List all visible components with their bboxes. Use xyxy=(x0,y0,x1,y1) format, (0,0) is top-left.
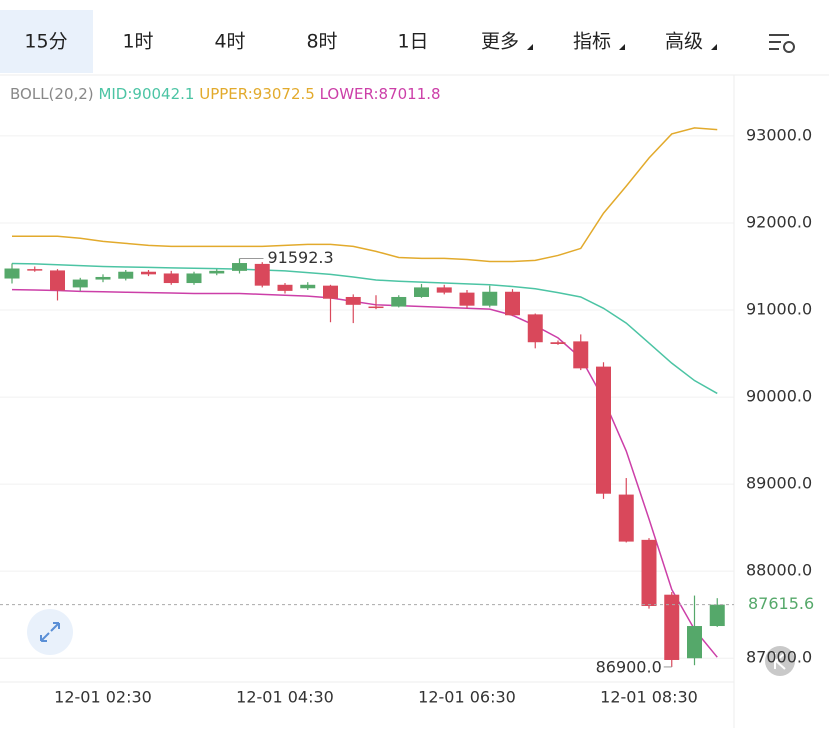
x-tick-label: 12-01 04:30 xyxy=(236,688,334,707)
indicator-name: BOLL(20,2) xyxy=(10,85,94,103)
legend-entry: LOWER:87011.8 xyxy=(320,85,441,103)
candle-body xyxy=(163,273,179,284)
tab[interactable]: 高级 xyxy=(665,31,703,53)
tab[interactable]: 4时 xyxy=(214,31,245,53)
candle-body xyxy=(641,539,657,607)
y-tick-label: 89000.0 xyxy=(746,474,812,493)
x-tick-label: 12-01 08:30 xyxy=(600,688,698,707)
tab[interactable]: 1时 xyxy=(122,31,153,53)
dropdown-caret xyxy=(711,44,717,50)
y-tick-label: 93000.0 xyxy=(746,125,812,144)
y-tick-label: 92000.0 xyxy=(746,212,812,231)
x-tick-label: 12-01 02:30 xyxy=(54,688,152,707)
tab[interactable]: 更多 xyxy=(481,31,519,53)
settings-icon[interactable] xyxy=(769,34,795,53)
candle-body xyxy=(596,366,611,494)
dropdown-caret xyxy=(527,44,533,50)
candle-body xyxy=(27,269,43,271)
y-tick-label: 87000.0 xyxy=(746,648,812,667)
dropdown-caret xyxy=(619,44,625,50)
candle-body xyxy=(141,271,156,275)
legend-entry: UPPER:93072.5 xyxy=(199,85,315,103)
candle-body xyxy=(95,276,111,280)
tab[interactable]: 1日 xyxy=(397,31,428,53)
current-price-label: 87615.6 xyxy=(748,594,814,613)
candle-body xyxy=(368,306,384,309)
candle-body xyxy=(300,284,316,289)
candle-body xyxy=(414,287,429,297)
candle-body xyxy=(277,284,293,291)
low-label: 86900.0 xyxy=(596,657,662,676)
indicator-legend: BOLL(20,2) MID:90042.1 UPPER:93072.5 LOW… xyxy=(10,85,441,103)
candle-body xyxy=(345,296,361,305)
candle-body xyxy=(209,270,225,274)
candle-body xyxy=(4,268,20,279)
y-tick-label: 90000.0 xyxy=(746,387,812,406)
candle-body xyxy=(72,279,88,288)
candle-body xyxy=(254,263,270,286)
candle-body xyxy=(459,292,475,306)
tab-selected-bg xyxy=(0,10,93,73)
candle-body xyxy=(550,342,566,344)
legend-entry: MID:90042.1 xyxy=(98,85,194,103)
x-tick-label: 12-01 06:30 xyxy=(418,688,516,707)
y-tick-label: 88000.0 xyxy=(746,561,812,580)
candle-body xyxy=(118,271,134,279)
tab[interactable]: 指标 xyxy=(573,31,611,53)
boll-line xyxy=(11,262,718,395)
expand-button[interactable] xyxy=(27,609,73,655)
candle-body xyxy=(687,626,702,659)
candle-body xyxy=(186,273,202,284)
boll-line xyxy=(12,127,718,263)
candle-body xyxy=(573,341,589,369)
candle-body xyxy=(618,494,634,542)
candle-body xyxy=(505,291,520,316)
tab-bar xyxy=(0,0,829,75)
tab[interactable]: 8时 xyxy=(306,31,337,53)
candle-body xyxy=(664,594,680,660)
candle-body xyxy=(709,604,725,627)
candle-body xyxy=(482,291,498,306)
candle-body xyxy=(391,296,407,307)
high-label: 91592.3 xyxy=(268,248,334,267)
candle-body xyxy=(436,287,452,293)
tab[interactable]: 15分 xyxy=(24,31,67,53)
candle-body xyxy=(232,263,247,271)
k-button[interactable] xyxy=(765,646,795,676)
y-tick-label: 91000.0 xyxy=(746,300,812,319)
candle-body xyxy=(323,285,338,299)
boll-line xyxy=(11,288,718,658)
candle-body xyxy=(527,314,543,343)
candle-body xyxy=(50,270,65,291)
